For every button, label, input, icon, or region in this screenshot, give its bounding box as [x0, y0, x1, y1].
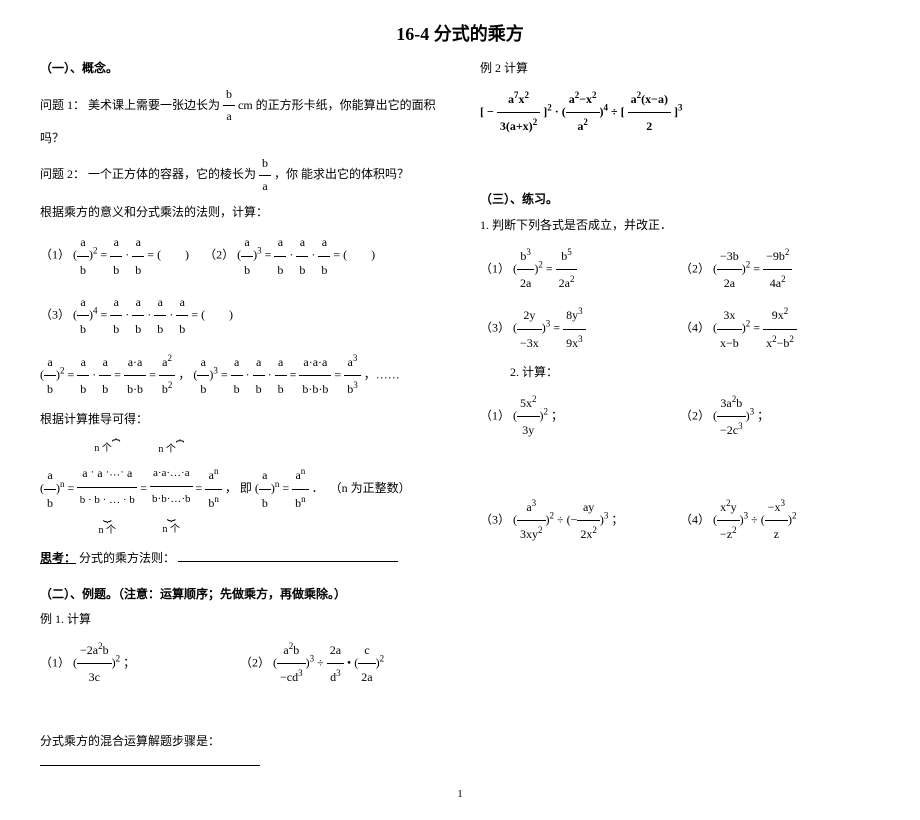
expand-row: (ab)2 = ab · ab = a·ab·b = a2b2 ， (ab)3 … — [40, 349, 440, 403]
q2-pre: 问题 2： 一个正方体的容器，它的棱长为 — [40, 167, 259, 181]
r3-end: = ( ) — [191, 308, 233, 322]
r1a-end: = ( ) — [147, 248, 189, 262]
ex1-row: （1） (−2a2b3c)2 ； （2） (a2b−cd3)3 ÷ 2ad3 •… — [40, 637, 440, 691]
judge-row-1: （1） (b32a)2 = b52a2 （2） (−3b2a)2 = −9b24… — [480, 243, 880, 297]
ex1-title: 例 1. 计算 — [40, 609, 440, 631]
c1-label: （1） — [480, 408, 510, 422]
right-column: 例 2 计算 [ − a7x23(a+x)2 ]2 · (a2−x2a2)4 ÷… — [480, 54, 880, 778]
r1a-label: （1） — [40, 248, 70, 262]
ex1-1-label: （1） — [40, 656, 70, 670]
r1b-end: = ( ) — [333, 248, 375, 262]
two-column-layout: （一）、概念。 问题 1： 美术课上需要一张边长为 b a cm 的正方形卡纸，… — [40, 54, 880, 778]
calc-row-1: （1） (5x23y)2 ； （2） (3a2b−2c3)3 ； — [480, 390, 880, 444]
rule-note: （n 为正整数） — [330, 481, 411, 495]
rule-row-3: （3） (ab)4 = ab · ab · ab · ab = ( ) — [40, 289, 440, 343]
ex2-title: 例 2 计算 — [480, 58, 880, 80]
ex2-expr: [ − a7x23(a+x)2 ]2 · (a2−x2a2)4 ÷ [ a2(x… — [480, 86, 880, 140]
rule-row-1: （1） (ab)2 = ab · ab = ( ) （2） (ab)3 = ab… — [40, 229, 440, 283]
page-number: 1 — [40, 788, 880, 800]
ex1-2-label: （2） — [240, 656, 270, 670]
question-1: 问题 1： 美术课上需要一张边长为 b a cm 的正方形卡纸，你能算出它的面积… — [40, 84, 440, 150]
q1-frac: b a — [223, 84, 235, 128]
dots: ，…… — [364, 367, 400, 381]
q2-frac: b a — [259, 153, 271, 197]
calc-title: 2. 计算： — [510, 362, 880, 384]
section2-head: （二）、例题。（注意：运算顺序；先做乘方，再做乘除。） — [40, 584, 440, 606]
judge-row-2: （3） (2y−3x)3 = 8y39x3 （4） (3xx−b)2 = 9x2… — [480, 302, 880, 356]
q1-frac-num: b — [223, 84, 235, 107]
q2-post: ，你 能求出它的体积吗？ — [274, 167, 409, 181]
blank-line-2 — [40, 753, 260, 766]
calc-row-2: （3） (a33xy2)2 ÷ (−ay2x2)3 ； （4） (x2y−z2)… — [480, 494, 880, 548]
j4-label: （4） — [680, 321, 710, 335]
mix-label: 分式乘方的混合运算解题步骤是： — [40, 734, 220, 748]
q1-frac-den: a — [223, 106, 235, 128]
left-column: （一）、概念。 问题 1： 美术课上需要一张边长为 b a cm 的正方形卡纸，… — [40, 54, 440, 778]
think-line: 思考： 分式的乘方法则： — [40, 548, 440, 570]
c4-label: （4） — [680, 512, 710, 526]
think-label: 思考： — [40, 551, 76, 565]
page-title: 16-4 分式的乘方 — [40, 20, 880, 46]
rule-intro: 根据乘方的意义和分式乘法的法则，计算： — [40, 202, 440, 224]
section1-head: （一）、概念。 — [40, 58, 440, 80]
j2-label: （2） — [680, 261, 710, 275]
judge-title: 1. 判断下列各式是否成立，并改正． — [480, 215, 880, 237]
q1-pre: 问题 1： 美术课上需要一张边长为 — [40, 97, 223, 111]
q2-frac-den: a — [259, 176, 271, 198]
derive-text: 根据计算推导可得： — [40, 409, 440, 431]
j3-label: （3） — [480, 321, 510, 335]
r3-label: （3） — [40, 308, 70, 322]
section3-head: （三）、练习。 — [480, 189, 880, 211]
j1-label: （1） — [480, 261, 510, 275]
c3-label: （3） — [480, 512, 510, 526]
c2-label: （2） — [680, 408, 710, 422]
general-rule-row: (ab)n = n 个⏞a·a·…·a b · b · … · b⏟n 个 = … — [40, 436, 440, 542]
r1b-label: （2） — [204, 248, 234, 262]
question-2: 问题 2： 一个正方体的容器，它的棱长为 b a ，你 能求出它的体积吗？ — [40, 153, 440, 197]
q2-frac-num: b — [259, 153, 271, 176]
mix-step-line: 分式乘方的混合运算解题步骤是： — [40, 731, 440, 774]
blank-line-1 — [178, 549, 398, 562]
think-text: 分式的乘方法则： — [79, 551, 175, 565]
